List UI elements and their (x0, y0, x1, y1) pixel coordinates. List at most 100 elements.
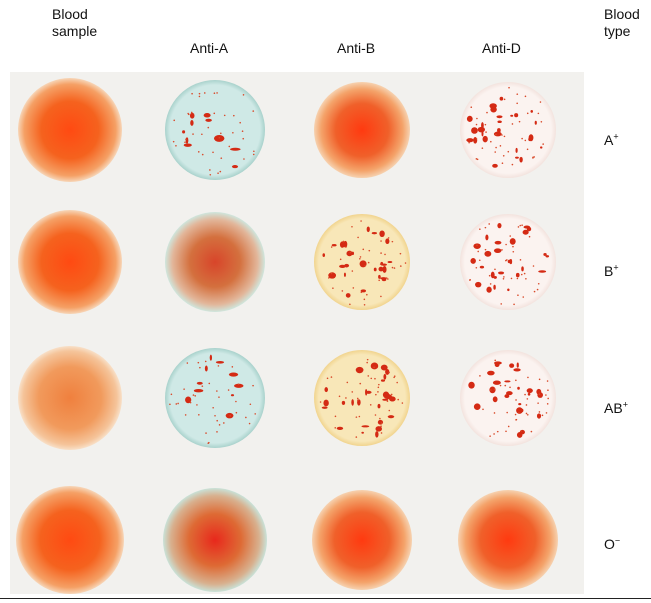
agglutination-clump (185, 137, 189, 144)
speckle (494, 151, 497, 153)
speckle (401, 402, 404, 404)
speckle (478, 259, 481, 262)
agglutination-clump (183, 143, 192, 147)
speckle (218, 424, 221, 426)
agglutination-clump (190, 120, 194, 126)
agglutination-clump (323, 399, 329, 407)
agglutination-clump (361, 431, 364, 434)
agglutination-clump (494, 240, 502, 245)
speckle (368, 249, 371, 252)
agglutination-clump (515, 272, 520, 278)
agglutination-clump (515, 147, 518, 153)
spot-b-positive-anti-a (165, 212, 265, 312)
speckle (490, 389, 492, 391)
agglutination-clump (493, 131, 502, 137)
speckle (374, 414, 377, 416)
speckle (380, 295, 382, 298)
speckle (199, 366, 201, 369)
speckle (524, 95, 527, 98)
bottom-rule (0, 598, 651, 599)
speckle (517, 294, 519, 296)
speckle (357, 399, 359, 402)
speckle (356, 397, 359, 400)
agglutination-clump (513, 368, 521, 372)
agglutination-clump (496, 115, 503, 119)
speckle (393, 267, 396, 269)
agglutination-clump (346, 250, 353, 257)
spot-ab-positive-anti-d (460, 350, 556, 446)
agglutination-clump (485, 234, 489, 241)
agglutination-clump (490, 106, 497, 113)
speckle (495, 133, 497, 136)
agglutination-clump (509, 363, 515, 368)
agglutination-clump (516, 431, 523, 438)
agglutination-clump (382, 398, 389, 401)
speckle (493, 433, 495, 435)
spot-o-negative-anti-d (458, 490, 558, 590)
agglutination-clump (536, 413, 542, 419)
spot-disc (165, 348, 265, 448)
speckle (526, 112, 529, 115)
agglutination-clump (493, 275, 497, 279)
speckle (387, 237, 390, 239)
agglutination-clump (498, 271, 505, 275)
speckle (488, 223, 490, 225)
speckle (545, 394, 547, 396)
agglutination-clump (489, 386, 496, 394)
speckle (396, 381, 398, 384)
speckle (334, 427, 337, 429)
speckle (521, 137, 523, 140)
agglutination-clump (366, 226, 370, 233)
speckle (351, 270, 354, 272)
agglutination-clump (497, 120, 502, 124)
speckle (207, 126, 210, 129)
speckle (546, 380, 549, 382)
speckle (479, 375, 481, 377)
speckle (359, 382, 362, 385)
speckle (366, 361, 368, 364)
speckle (345, 397, 347, 399)
agglutination-clump (522, 229, 529, 235)
speckle (377, 386, 380, 389)
agglutination-clump (336, 426, 344, 431)
speckle (516, 93, 519, 95)
speckle (197, 151, 200, 153)
agglutination-clump (471, 127, 478, 134)
speckle (237, 383, 240, 386)
agglutination-clump (530, 109, 533, 113)
speckle (503, 98, 506, 101)
agglutination-clump (468, 381, 475, 389)
agglutination-clump (534, 120, 537, 125)
agglutination-clump (375, 431, 379, 438)
speckle (214, 414, 216, 417)
agglutination-clump (509, 259, 513, 265)
agglutination-clump (475, 281, 482, 288)
spot-disc (165, 212, 265, 312)
speckle (370, 377, 373, 380)
speckle (170, 393, 173, 396)
speckle (532, 156, 534, 159)
speckle (380, 432, 383, 434)
speckle (391, 240, 394, 243)
speckle (533, 290, 536, 293)
agglutination-clump (482, 135, 488, 143)
speckle (547, 397, 549, 400)
agglutination-clump (470, 257, 476, 264)
speckle (526, 413, 529, 416)
speckle (475, 123, 478, 126)
speckle (485, 131, 487, 133)
speckle (349, 303, 351, 306)
speckle (537, 112, 540, 115)
spot-disc (18, 78, 122, 182)
speckle (351, 225, 353, 228)
spot-disc (312, 490, 412, 590)
speckle (507, 150, 510, 153)
agglutination-clump (382, 266, 387, 273)
speckle (504, 384, 507, 387)
agglutination-clump (387, 261, 393, 264)
speckle (177, 402, 179, 405)
speckle (476, 244, 478, 246)
speckle (213, 112, 216, 115)
spot-disc (163, 488, 267, 592)
speckle (391, 266, 394, 269)
